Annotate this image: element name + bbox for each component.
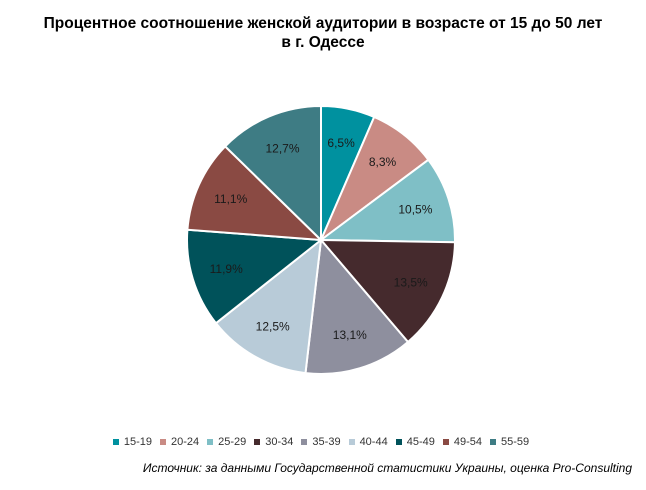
legend-swatch xyxy=(207,439,214,445)
slice-label-55-59: 12,7% xyxy=(265,142,299,156)
legend-swatch xyxy=(160,439,166,445)
legend-item-20-24: 20-24 xyxy=(160,436,199,448)
slice-label-49-54: 11,1% xyxy=(214,192,247,206)
legend-label: 40-44 xyxy=(359,436,388,448)
legend-swatch xyxy=(254,439,261,445)
legend-label: 35-39 xyxy=(312,436,341,448)
legend-swatch xyxy=(442,439,449,445)
source-note: Источник: за данными Государственной ста… xyxy=(142,461,632,475)
legend-label: 20-24 xyxy=(171,436,200,448)
legend: 15-19 20-24 25-29 30-34 35-39 40-44 45-49 49-54… xyxy=(0,436,646,448)
legend-item-45-49: 45-49 xyxy=(395,436,435,448)
legend-item-25-29: 25-29 xyxy=(207,436,246,448)
legend-item-40-44: 40-44 xyxy=(348,436,388,448)
slice-label-20-24: 8,3% xyxy=(369,155,397,169)
pie-slice-55-59 xyxy=(223,104,322,243)
legend-item-30-34: 30-34 xyxy=(254,436,293,448)
legend-swatch xyxy=(301,439,308,445)
pie-slice-45-49 xyxy=(186,228,324,325)
slice-label-25-29: 10,5% xyxy=(398,203,432,217)
pie-slice-35-39 xyxy=(304,237,410,375)
legend-label: 25-29 xyxy=(218,436,247,448)
slice-label-15-19: 6,5% xyxy=(327,136,355,150)
pie-slice-49-54 xyxy=(186,144,324,242)
legend-swatch xyxy=(348,439,355,445)
legend-label: 30-34 xyxy=(265,436,294,448)
legend-label: 45-49 xyxy=(406,436,435,448)
pie-slice-30-34 xyxy=(318,238,456,344)
pie-slice-25-29 xyxy=(318,158,456,244)
legend-label: 55-59 xyxy=(500,436,530,448)
legend-item-55-59: 55-59 xyxy=(489,436,530,448)
legend-swatch xyxy=(112,439,119,445)
pie-slice-40-44 xyxy=(214,237,323,375)
legend-item-35-39: 35-39 xyxy=(301,436,341,448)
legend-label: 15-19 xyxy=(123,436,152,448)
legend-swatch xyxy=(489,439,496,445)
slice-label-45-49: 11,9% xyxy=(210,262,243,276)
legend-item-15-19: 15-19 xyxy=(112,436,152,448)
legend-item-49-54: 49-54 xyxy=(442,436,482,448)
slice-label-35-39: 13,1% xyxy=(333,328,367,342)
slice-label-30-34: 13,5% xyxy=(394,275,428,289)
slice-label-40-44: 12,5% xyxy=(256,320,290,334)
chart-title: Процентное соотношение женской аудитории… xyxy=(43,15,603,51)
legend-label: 49-54 xyxy=(453,436,482,448)
legend-swatch xyxy=(395,439,402,445)
